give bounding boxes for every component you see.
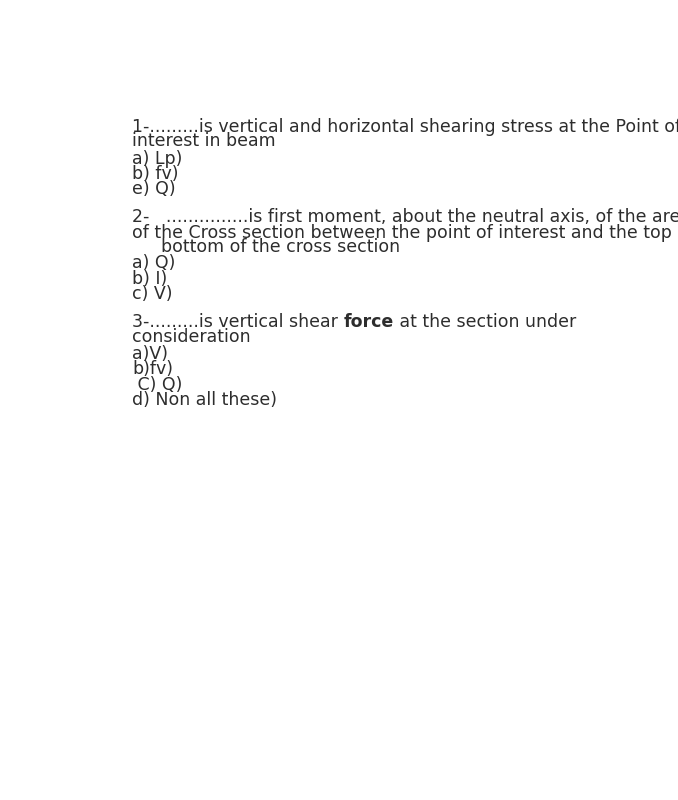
Text: interest in beam: interest in beam xyxy=(132,132,276,150)
Text: bottom of the cross section: bottom of the cross section xyxy=(161,238,400,256)
Text: 2-   ...............is first moment, about the neutral axis, of the are: 2- ...............is first moment, about… xyxy=(132,208,678,226)
Text: 3-.........is vertical shear: 3-.........is vertical shear xyxy=(132,313,344,331)
Text: at the section under: at the section under xyxy=(394,313,576,331)
Text: 1-.........is vertical and horizontal shearing stress at the Point of: 1-.........is vertical and horizontal sh… xyxy=(132,118,678,135)
Text: C) Q): C) Q) xyxy=(132,376,182,394)
Text: a) Q): a) Q) xyxy=(132,254,176,272)
Text: c) V): c) V) xyxy=(132,285,172,303)
Text: of the Cross section between the point of interest and the top or: of the Cross section between the point o… xyxy=(132,223,678,242)
Text: consideration: consideration xyxy=(132,328,251,346)
Text: force: force xyxy=(344,313,394,331)
Text: b) I): b) I) xyxy=(132,270,167,288)
Text: a) Lp): a) Lp) xyxy=(132,150,182,167)
Text: b)fv): b)fv) xyxy=(132,360,173,378)
Text: b) fv): b) fv) xyxy=(132,165,178,183)
Text: a)V): a)V) xyxy=(132,345,168,363)
Text: e) Q): e) Q) xyxy=(132,180,176,198)
Text: d) Non all these): d) Non all these) xyxy=(132,391,277,409)
